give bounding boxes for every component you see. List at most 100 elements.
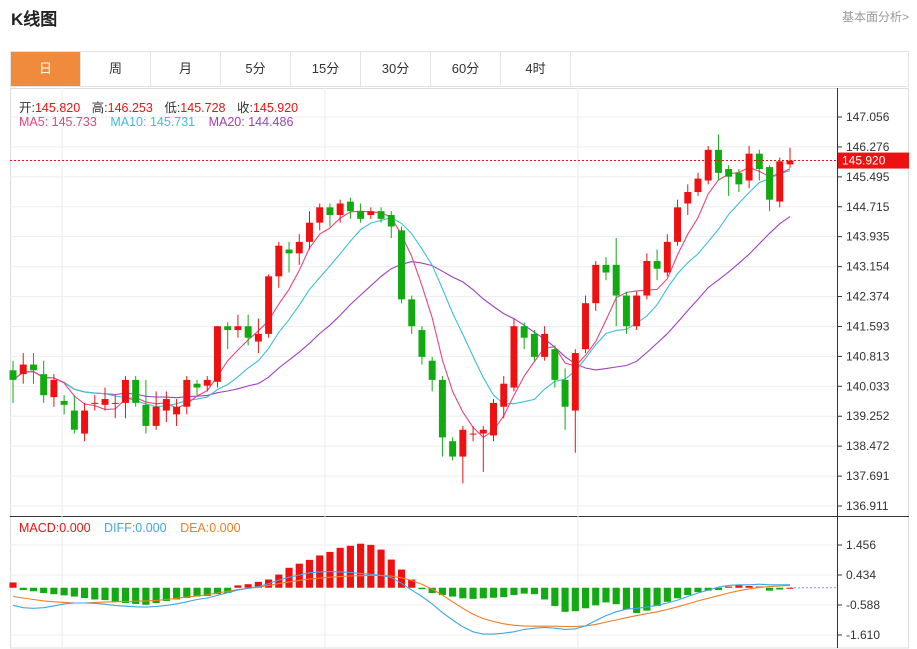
last-price-label: 145.920: [842, 154, 886, 168]
tab-day[interactable]: 日: [11, 52, 81, 86]
macd-bar: [745, 585, 753, 588]
candle: [132, 376, 140, 407]
macd-bar: [346, 545, 354, 588]
tab-4hour[interactable]: 4时: [501, 52, 571, 86]
tab-5min[interactable]: 5分: [221, 52, 291, 86]
macd-bar: [234, 585, 242, 588]
macd-bar: [213, 587, 222, 595]
candle-body: [755, 153, 763, 169]
candle: [766, 165, 774, 212]
candle: [674, 199, 682, 246]
candle: [254, 318, 262, 354]
candle-body: [459, 429, 467, 457]
macd-tick-label-0: 1.456: [846, 538, 876, 552]
fundamental-analysis-link[interactable]: 基本面分析>: [841, 10, 909, 24]
candle: [500, 376, 508, 419]
y-tick-label-8: 140.813: [846, 349, 890, 363]
candle: [193, 379, 201, 396]
macd-bar: [510, 587, 518, 596]
candle: [50, 374, 58, 407]
candle: [755, 149, 763, 181]
y-tick-label-6: 142.374: [846, 290, 890, 304]
candle-body: [428, 360, 436, 380]
macd-bar: [776, 587, 784, 590]
candle-body: [81, 410, 89, 434]
candle-body: [735, 172, 743, 185]
candle: [418, 326, 426, 365]
macd-bar: [561, 587, 569, 612]
candle-body: [70, 410, 78, 430]
macd-bar: [152, 587, 160, 604]
candle: [592, 261, 600, 311]
candle-body: [510, 326, 518, 388]
candle: [213, 326, 221, 388]
macd-bar: [111, 587, 119, 602]
candle-body: [346, 201, 354, 212]
y-tick-label-11: 138.472: [846, 439, 890, 453]
candle: [612, 238, 620, 327]
tab-week[interactable]: 周: [81, 52, 151, 86]
candle: [786, 147, 794, 168]
candle: [725, 165, 733, 196]
macd-bar: [224, 587, 232, 594]
candle-body: [438, 379, 446, 438]
candle-body: [326, 207, 334, 216]
candle-body: [265, 276, 273, 334]
macd-bar: [254, 581, 262, 588]
y-tick-label-13: 136.911: [846, 499, 889, 513]
candle-body: [142, 404, 150, 426]
candle-body: [500, 383, 508, 407]
macd-bar: [9, 582, 17, 588]
macd-bar: [684, 587, 692, 596]
macd-bar: [612, 587, 620, 605]
candle-body: [377, 211, 385, 219]
macd-bar: [622, 587, 630, 610]
ma10-value: 145.731: [149, 115, 196, 129]
macd-bar: [377, 549, 385, 588]
candle-body: [725, 168, 733, 177]
page-title: K线图: [11, 10, 58, 29]
high-label: 高:: [91, 101, 108, 115]
candle-body: [387, 215, 395, 227]
candle: [449, 437, 457, 461]
y-tick-label-5: 143.154: [846, 260, 890, 274]
ma10-label: MA10:: [110, 115, 150, 129]
candle: [479, 425, 487, 472]
candle: [459, 425, 467, 484]
macd-value: 0.000: [59, 521, 91, 535]
candle-body: [152, 406, 160, 426]
candle-body: [745, 153, 753, 181]
open-value: 145.820: [34, 101, 81, 115]
chart-frame: [10, 88, 909, 649]
candle: [152, 391, 160, 430]
macd-bar: [193, 587, 201, 597]
tab-15min[interactable]: 15分: [291, 52, 361, 86]
y-tick-label-2: 145.495: [846, 170, 890, 184]
candle-body: [121, 379, 129, 403]
macd-bar: [694, 587, 702, 593]
macd-bar: [295, 563, 303, 588]
candle-body: [449, 441, 457, 457]
candle: [704, 145, 712, 185]
candle: [203, 376, 211, 392]
candle: [244, 314, 252, 346]
candle-body: [40, 374, 48, 396]
candle-body: [653, 261, 661, 269]
macd-bar: [520, 587, 528, 594]
high-value: 146.253: [107, 101, 153, 115]
y-tick-label-10: 139.252: [846, 409, 890, 423]
macd-label: MACD:: [19, 521, 60, 535]
candle: [19, 353, 27, 384]
kline-chart[interactable]: 147.056 146.276 145.495 144.715 143.935 143.1…: [0, 88, 917, 649]
macd-bar: [500, 587, 508, 598]
candle-body: [60, 400, 68, 405]
candle: [653, 249, 661, 281]
tab-30min[interactable]: 30分: [361, 52, 431, 86]
tab-60min[interactable]: 60分: [431, 52, 501, 86]
tab-month[interactable]: 月: [151, 52, 221, 86]
candle: [91, 395, 99, 411]
candle-body: [520, 326, 528, 338]
candle: [398, 226, 405, 304]
candle: [622, 291, 630, 334]
candle-body: [275, 245, 283, 277]
